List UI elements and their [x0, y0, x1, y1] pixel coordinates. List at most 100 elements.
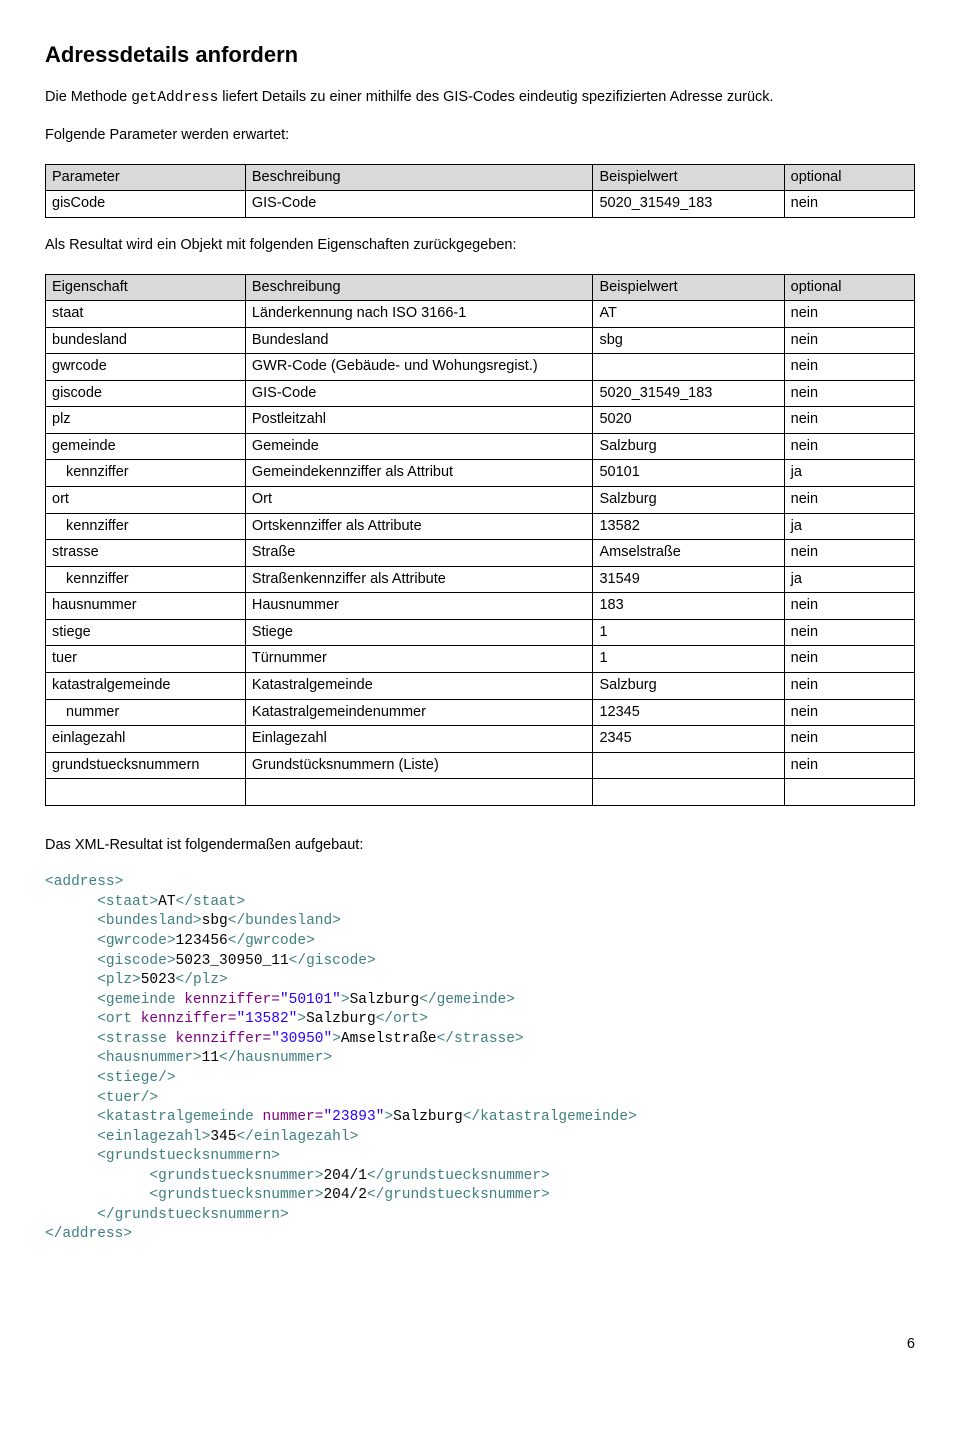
table-cell: Hausnummer — [245, 593, 593, 620]
table-cell: gwrcode — [46, 354, 246, 381]
table-cell: nein — [784, 380, 914, 407]
table-cell — [593, 354, 784, 381]
table-cell: sbg — [593, 327, 784, 354]
table-cell: nein — [784, 301, 914, 328]
table-cell: Katastralgemeinde — [245, 672, 593, 699]
table-cell: 50101 — [593, 460, 784, 487]
table-cell: Bundesland — [245, 327, 593, 354]
table-cell: GIS-Code — [245, 191, 593, 218]
table-cell: Einlagezahl — [245, 726, 593, 753]
table-row: kennzifferGemeindekennziffer als Attribu… — [46, 460, 915, 487]
table-cell: Türnummer — [245, 646, 593, 673]
table-cell: nein — [784, 191, 914, 218]
table-row: hausnummerHausnummer183nein — [46, 593, 915, 620]
table-cell: Länderkennung nach ISO 3166-1 — [245, 301, 593, 328]
table-cell: Straße — [245, 540, 593, 567]
table-row: kennzifferOrtskennziffer als Attribute13… — [46, 513, 915, 540]
col-header: Eigenschaft — [46, 274, 246, 301]
params-intro: Folgende Parameter werden erwartet: — [45, 126, 915, 146]
table-cell: Postleitzahl — [245, 407, 593, 434]
table-cell: Gemeinde — [245, 433, 593, 460]
table-cell: Ort — [245, 487, 593, 514]
table-cell — [46, 779, 246, 806]
table-cell: tuer — [46, 646, 246, 673]
table-cell: 5020_31549_183 — [593, 191, 784, 218]
table-cell — [593, 779, 784, 806]
table-row: strasseStraßeAmselstraßenein — [46, 540, 915, 567]
table-row: giscodeGIS-Code5020_31549_183nein — [46, 380, 915, 407]
table-cell: katastralgemeinde — [46, 672, 246, 699]
table-cell: 5020_31549_183 — [593, 380, 784, 407]
table-cell: Ortskennziffer als Attribute — [245, 513, 593, 540]
table-row: einlagezahlEinlagezahl2345nein — [46, 726, 915, 753]
table-cell: ja — [784, 566, 914, 593]
table-row: grundstuecksnummernGrundstücksnummern (L… — [46, 752, 915, 779]
table-row: stiegeStiege1nein — [46, 619, 915, 646]
intro-pre: Die Methode — [45, 89, 131, 105]
table-cell — [593, 752, 784, 779]
table-row: staatLänderkennung nach ISO 3166-1ATnein — [46, 301, 915, 328]
table-cell: hausnummer — [46, 593, 246, 620]
xml-code-block: <address> <staat>AT</staat> <bundesland>… — [45, 873, 915, 1245]
page-title: Adressdetails anfordern — [45, 40, 915, 70]
table-cell: 13582 — [593, 513, 784, 540]
table-cell: nein — [784, 327, 914, 354]
table-cell: bundesland — [46, 327, 246, 354]
table-cell: nummer — [46, 699, 246, 726]
params-table: Parameter Beschreibung Beispielwert opti… — [45, 164, 915, 218]
col-header: Beschreibung — [245, 164, 593, 191]
table-row: gwrcodeGWR-Code (Gebäude- und Wohungsreg… — [46, 354, 915, 381]
table-row: tuerTürnummer1nein — [46, 646, 915, 673]
table-cell: plz — [46, 407, 246, 434]
table-cell: nein — [784, 646, 914, 673]
table-cell — [245, 779, 593, 806]
table-row: gisCodeGIS-Code5020_31549_183nein — [46, 191, 915, 218]
col-header: Beschreibung — [245, 274, 593, 301]
table-row — [46, 779, 915, 806]
table-cell: Salzburg — [593, 487, 784, 514]
table-cell: Gemeindekennziffer als Attribut — [245, 460, 593, 487]
table-row: ortOrtSalzburgnein — [46, 487, 915, 514]
table-cell: 1 — [593, 646, 784, 673]
table-cell: Katastralgemeindenummer — [245, 699, 593, 726]
table-cell: nein — [784, 752, 914, 779]
intro-post: liefert Details zu einer mithilfe des GI… — [218, 89, 773, 105]
table-cell: AT — [593, 301, 784, 328]
table-row: bundeslandBundeslandsbgnein — [46, 327, 915, 354]
table-cell: nein — [784, 487, 914, 514]
table-cell: nein — [784, 699, 914, 726]
table-row: kennzifferStraßenkennziffer als Attribut… — [46, 566, 915, 593]
table-header-row: Eigenschaft Beschreibung Beispielwert op… — [46, 274, 915, 301]
table-row: katastralgemeindeKatastralgemeindeSalzbu… — [46, 672, 915, 699]
table-cell: nein — [784, 593, 914, 620]
table-cell: nein — [784, 433, 914, 460]
table-cell: giscode — [46, 380, 246, 407]
xml-intro: Das XML-Resultat ist folgendermaßen aufg… — [45, 836, 915, 856]
table-cell: 2345 — [593, 726, 784, 753]
table-cell: staat — [46, 301, 246, 328]
table-cell: grundstuecksnummern — [46, 752, 246, 779]
col-header: Parameter — [46, 164, 246, 191]
table-cell: kennziffer — [46, 566, 246, 593]
table-cell: ja — [784, 460, 914, 487]
intro-paragraph: Die Methode getAddress liefert Details z… — [45, 88, 915, 109]
col-header: Beispielwert — [593, 274, 784, 301]
table-cell: GIS-Code — [245, 380, 593, 407]
col-header: optional — [784, 274, 914, 301]
result-intro: Als Resultat wird ein Objekt mit folgend… — [45, 236, 915, 256]
table-header-row: Parameter Beschreibung Beispielwert opti… — [46, 164, 915, 191]
col-header: optional — [784, 164, 914, 191]
table-cell: stiege — [46, 619, 246, 646]
table-row: nummerKatastralgemeindenummer12345nein — [46, 699, 915, 726]
table-cell: ja — [784, 513, 914, 540]
table-row: gemeindeGemeindeSalzburgnein — [46, 433, 915, 460]
intro-method: getAddress — [131, 90, 218, 106]
table-cell: 12345 — [593, 699, 784, 726]
table-cell: GWR-Code (Gebäude- und Wohungsregist.) — [245, 354, 593, 381]
table-cell: nein — [784, 540, 914, 567]
table-cell: nein — [784, 726, 914, 753]
table-cell: gisCode — [46, 191, 246, 218]
table-cell: ort — [46, 487, 246, 514]
table-cell: nein — [784, 672, 914, 699]
table-cell: Straßenkennziffer als Attribute — [245, 566, 593, 593]
